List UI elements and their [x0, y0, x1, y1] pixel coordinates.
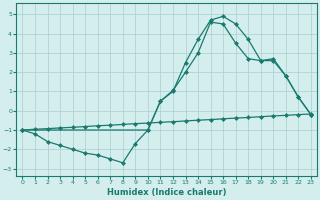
X-axis label: Humidex (Indice chaleur): Humidex (Indice chaleur) [107, 188, 227, 197]
